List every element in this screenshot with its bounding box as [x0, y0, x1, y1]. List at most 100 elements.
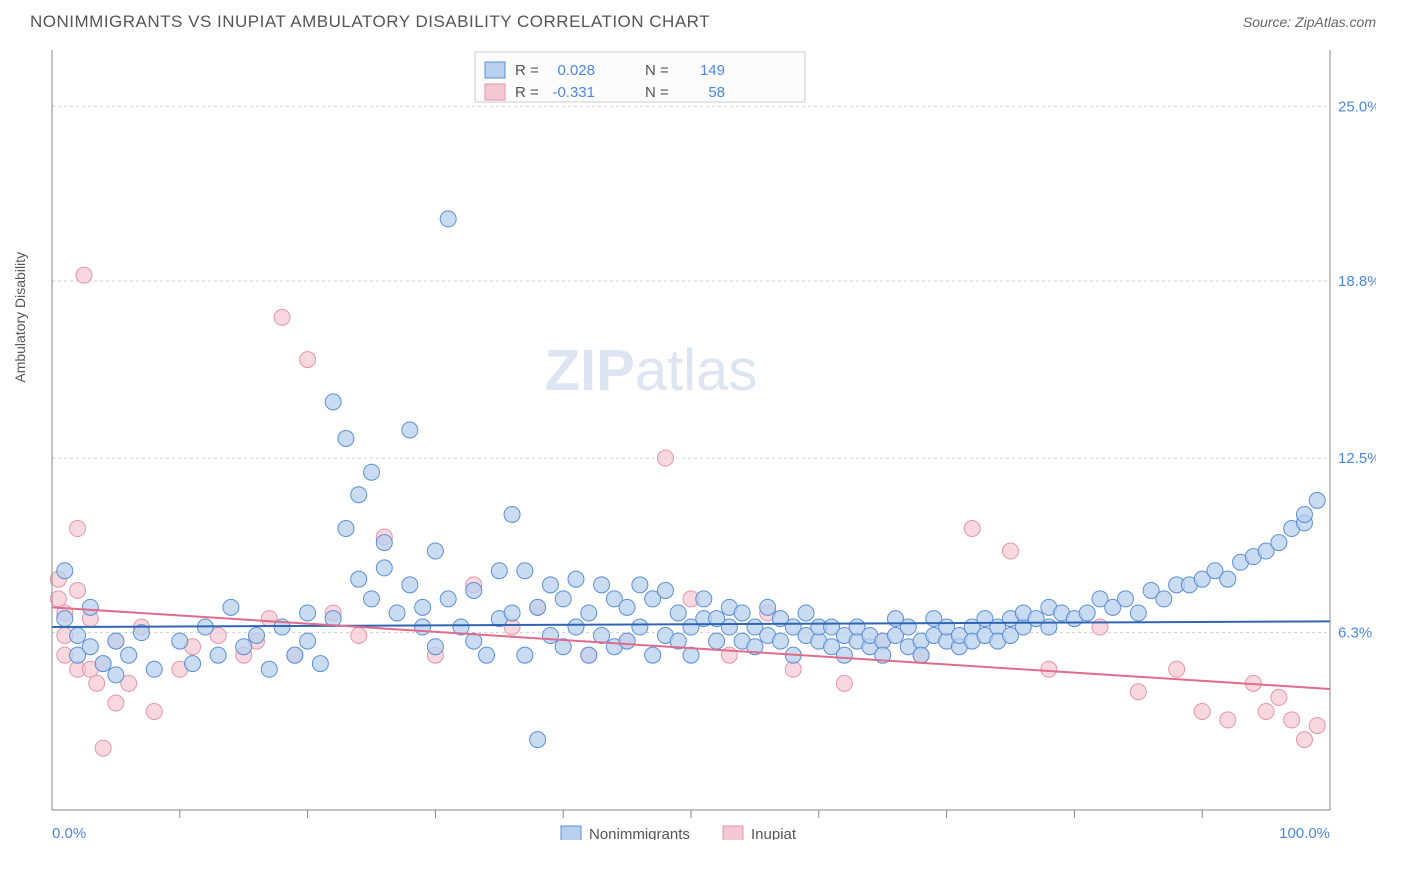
legend-n-label: N = [645, 62, 669, 79]
y-tick-label: 12.5% [1338, 450, 1376, 467]
data-point [466, 582, 482, 598]
data-point [223, 599, 239, 615]
data-point [325, 394, 341, 410]
legend-n-label: N = [645, 84, 669, 101]
data-point [1041, 619, 1057, 635]
data-point [683, 647, 699, 663]
data-point [351, 487, 367, 503]
data-point [338, 430, 354, 446]
legend-swatch [485, 62, 505, 78]
data-point [900, 619, 916, 635]
data-point [798, 605, 814, 621]
data-point [568, 619, 584, 635]
x-tick-label: 0.0% [52, 825, 86, 840]
legend-label: Inupiat [751, 826, 797, 840]
data-point [1130, 684, 1146, 700]
source-credit: Source: ZipAtlas.com [1243, 14, 1376, 30]
data-point [415, 599, 431, 615]
data-point [389, 605, 405, 621]
data-point [351, 571, 367, 587]
data-point [670, 605, 686, 621]
series-nonimmigrants [57, 211, 1325, 748]
data-point [1079, 605, 1095, 621]
data-point [594, 577, 610, 593]
data-point [248, 627, 264, 643]
legend-r-label: R = [515, 84, 539, 101]
data-point [312, 656, 328, 672]
data-point [619, 599, 635, 615]
data-point [70, 521, 86, 537]
data-point [734, 605, 750, 621]
data-point [287, 647, 303, 663]
data-point [210, 647, 226, 663]
legend-swatch [561, 826, 581, 840]
legend-label: Nonimmigrants [589, 826, 690, 840]
data-point [542, 627, 558, 643]
data-point [1271, 535, 1287, 551]
data-point [82, 639, 98, 655]
data-point [172, 633, 188, 649]
legend-n-value: 149 [700, 62, 725, 79]
x-tick-label: 100.0% [1279, 825, 1330, 840]
data-point [146, 703, 162, 719]
data-point [1220, 571, 1236, 587]
data-point [427, 639, 443, 655]
correlation-scatter-chart: 6.3%12.5%18.8%25.0%ZIPatlas0.0%100.0%R =… [30, 40, 1376, 840]
data-point [721, 619, 737, 635]
data-point [70, 627, 86, 643]
chart-title: NONIMMIGRANTS VS INUPIAT AMBULATORY DISA… [30, 12, 710, 32]
watermark: ZIPatlas [545, 338, 758, 403]
data-point [82, 599, 98, 615]
data-point [70, 582, 86, 598]
y-tick-label: 6.3% [1338, 625, 1372, 642]
data-point [57, 563, 73, 579]
data-point [364, 591, 380, 607]
data-point [772, 633, 788, 649]
data-point [261, 661, 277, 677]
data-point [657, 582, 673, 598]
y-tick-label: 25.0% [1338, 98, 1376, 115]
data-point [1296, 732, 1312, 748]
data-point [645, 647, 661, 663]
data-point [479, 647, 495, 663]
legend-correlation: R =0.028N =149R =-0.331N =58 [475, 52, 805, 102]
data-point [555, 591, 571, 607]
data-point [1003, 543, 1019, 559]
data-point [1118, 591, 1134, 607]
data-point [89, 675, 105, 691]
data-point [376, 560, 392, 576]
data-point [402, 422, 418, 438]
data-point [836, 675, 852, 691]
data-point [76, 267, 92, 283]
data-point [517, 563, 533, 579]
data-point [1284, 712, 1300, 728]
legend-swatch [723, 826, 743, 840]
data-point [185, 656, 201, 672]
data-point [121, 647, 137, 663]
data-point [274, 309, 290, 325]
data-point [1220, 712, 1236, 728]
data-point [108, 667, 124, 683]
data-point [581, 605, 597, 621]
data-point [517, 647, 533, 663]
data-point [57, 611, 73, 627]
data-point [504, 605, 520, 621]
data-point [440, 211, 456, 227]
data-point [1156, 591, 1172, 607]
legend-series: Nonimmigrants Inupiat [561, 826, 797, 840]
data-point [530, 599, 546, 615]
data-point [913, 647, 929, 663]
data-point [1296, 506, 1312, 522]
data-point [146, 661, 162, 677]
data-point [504, 506, 520, 522]
data-point [440, 591, 456, 607]
data-point [1309, 492, 1325, 508]
data-point [50, 591, 66, 607]
data-point [376, 535, 392, 551]
legend-r-label: R = [515, 62, 539, 79]
data-point [568, 571, 584, 587]
data-point [709, 633, 725, 649]
data-point [760, 599, 776, 615]
data-point [402, 577, 418, 593]
data-point [530, 732, 546, 748]
